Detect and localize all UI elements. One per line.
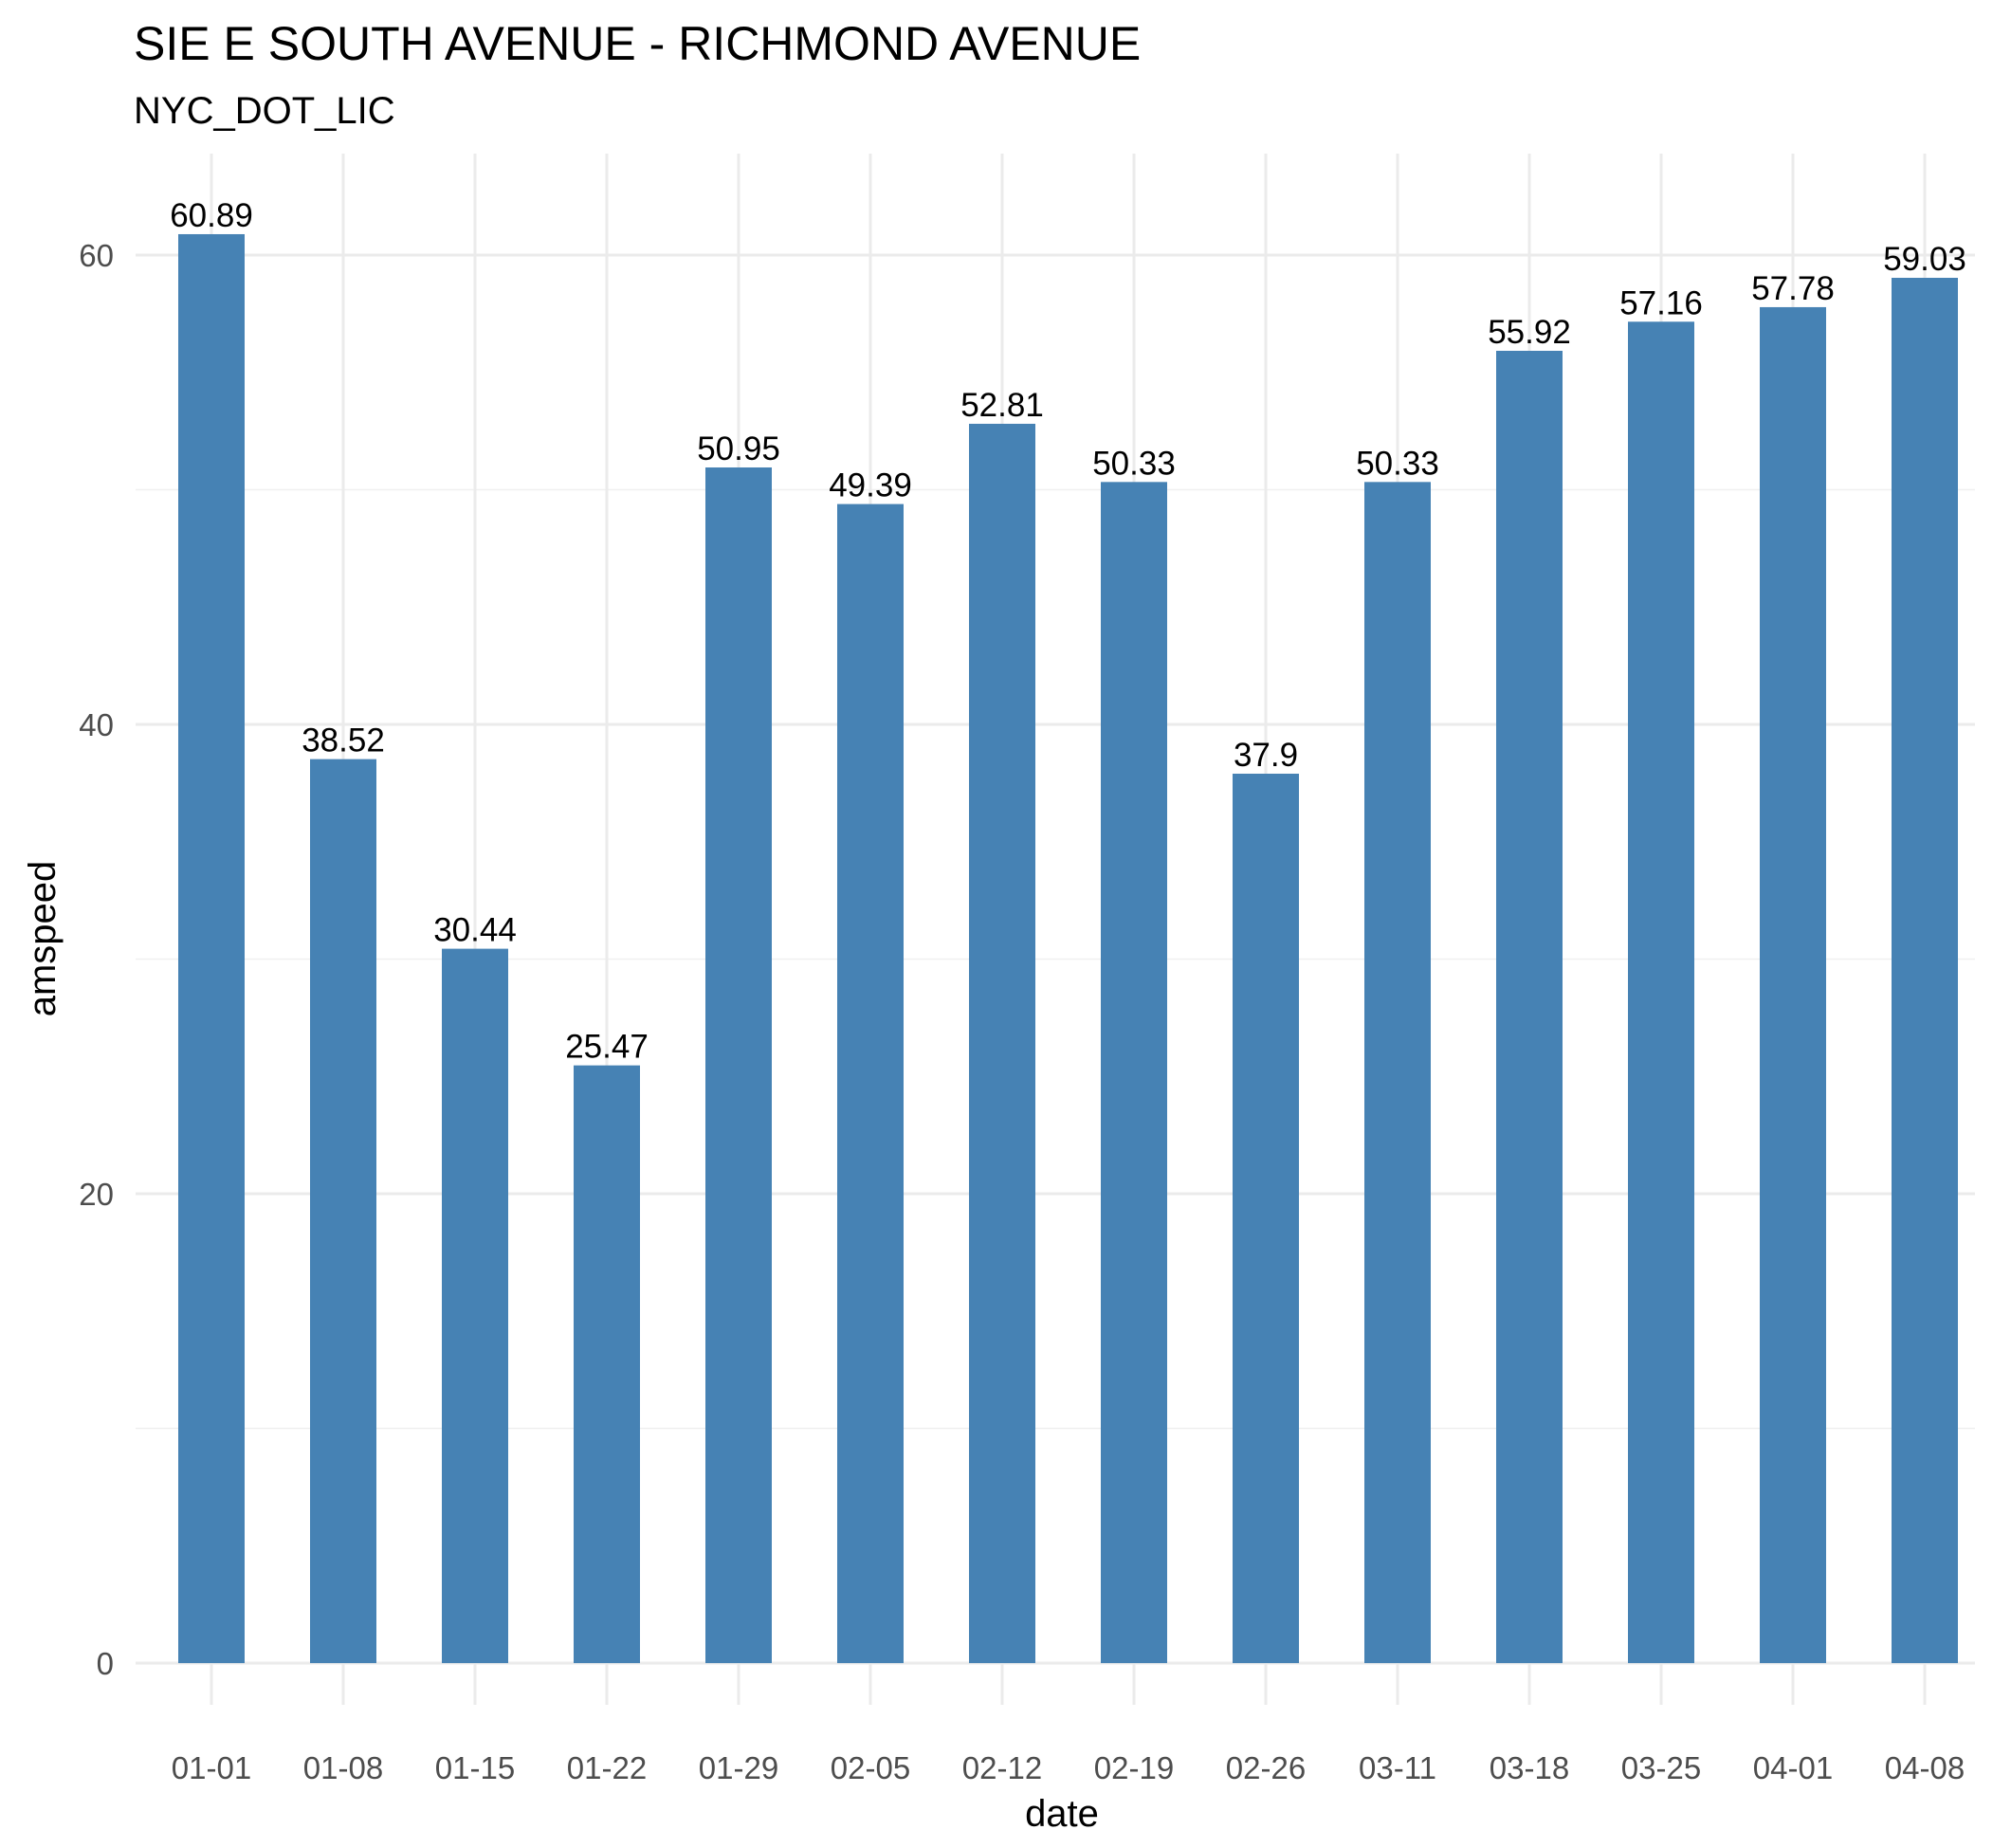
bar [574,1065,640,1663]
bar-value-label: 57.78 [1751,270,1835,307]
bar-value-label: 38.52 [302,723,385,759]
bar [1892,278,1958,1663]
x-tick-label: 01-29 [699,1750,778,1785]
bar-value-label: 50.95 [697,430,780,467]
bar [1233,773,1299,1663]
x-tick-label: 03-11 [1359,1750,1436,1785]
bar-value-label: 60.89 [170,197,253,234]
bar [1760,306,1826,1663]
chart-subtitle: NYC_DOT_LIC [134,90,395,132]
x-tick-label: 01-08 [303,1750,383,1785]
bar-value-label: 57.16 [1619,284,1703,321]
x-tick-label: 01-15 [435,1750,515,1785]
chart-title: SIE E SOUTH AVENUE - RICHMOND AVENUE [134,17,1141,70]
x-tick-label: 03-25 [1621,1750,1701,1785]
bar [705,467,772,1663]
x-axis-title: date [1025,1793,1099,1835]
bar-value-label: 55.92 [1488,314,1571,351]
x-tick-label: 02-12 [962,1750,1042,1785]
bar-value-label: 25.47 [565,1029,649,1066]
x-tick-label: 02-19 [1094,1750,1174,1785]
bars: 60.89 38.52 30.44 25.47 50.95 49.39 52.81 50.33… [170,197,1966,1664]
x-tick-label: 02-05 [831,1750,910,1785]
y-axis-title: amspeed [22,861,64,1017]
bar [1101,482,1167,1663]
axis-ticks: 0 20 40 60 01-01 01-08 01-15 01-22 01-29 02-05 02-… [79,238,1965,1785]
x-tick-label: 04-08 [1885,1750,1965,1785]
bar [1496,350,1563,1664]
bar-value-label: 37.9 [1234,737,1298,774]
bar [969,423,1035,1663]
bar-value-label: 49.39 [829,467,912,504]
bar [178,233,245,1663]
bar [1628,321,1694,1663]
bar-value-label: 50.33 [1092,445,1176,482]
y-tick-label: 0 [97,1646,114,1681]
bar [442,948,508,1663]
bar-value-label: 52.81 [960,387,1044,424]
x-tick-label: 02-26 [1226,1750,1306,1785]
bar [310,759,376,1663]
x-tick-label: 01-22 [567,1750,647,1785]
x-tick-label: 03-18 [1490,1750,1569,1785]
x-tick-label: 04-01 [1753,1750,1833,1785]
bar [837,503,904,1664]
bar [1364,482,1431,1663]
bar-value-label: 59.03 [1883,241,1966,278]
y-tick-label: 20 [79,1177,114,1212]
grid [136,154,1975,1705]
x-tick-label: 01-01 [172,1750,251,1785]
bar-value-label: 50.33 [1356,445,1439,482]
y-tick-label: 40 [79,707,114,742]
bar-value-label: 30.44 [433,912,517,949]
y-tick-label: 60 [79,238,114,273]
